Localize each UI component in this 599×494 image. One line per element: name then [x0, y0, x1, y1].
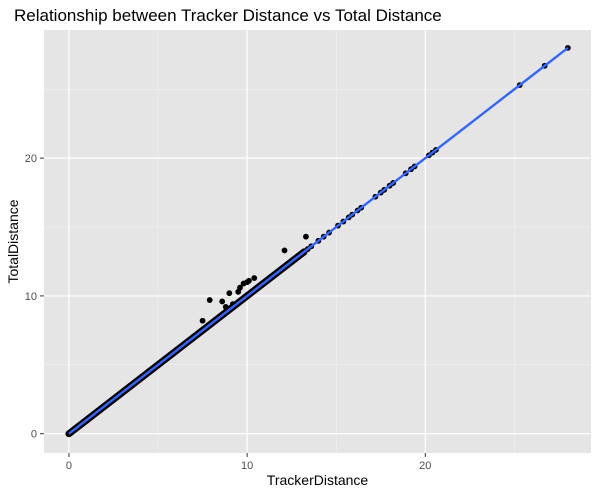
data-point	[199, 317, 206, 324]
data-point	[222, 304, 229, 310]
fit-line	[68, 46, 569, 435]
x-tick-label: 0	[66, 460, 72, 472]
x-tick-label: 10	[241, 460, 253, 472]
major-gridlines	[44, 30, 591, 453]
data-point	[303, 233, 309, 240]
fit-line-group	[68, 46, 569, 435]
data-point	[206, 297, 213, 303]
y-tick-label: 0	[31, 429, 37, 441]
data-point	[246, 277, 252, 284]
data-point	[237, 284, 243, 291]
x-axis-title: TrackerDistance	[267, 472, 369, 488]
y-axis-title: TotalDistance	[5, 199, 21, 283]
data-point	[219, 298, 226, 305]
minor-gridlines	[44, 30, 591, 453]
x-tick-label: 20	[419, 460, 431, 472]
y-tick-label: 10	[25, 291, 37, 303]
y-tick-label: 20	[25, 153, 37, 165]
x-axis-ticks: 0 10 20	[66, 453, 431, 472]
data-point	[251, 275, 258, 281]
data-point	[226, 290, 233, 297]
data-point	[281, 247, 288, 254]
y-axis-ticks: 0 10 20	[25, 153, 44, 441]
chart-title: Relationship between Tracker Distance vs…	[14, 6, 442, 25]
